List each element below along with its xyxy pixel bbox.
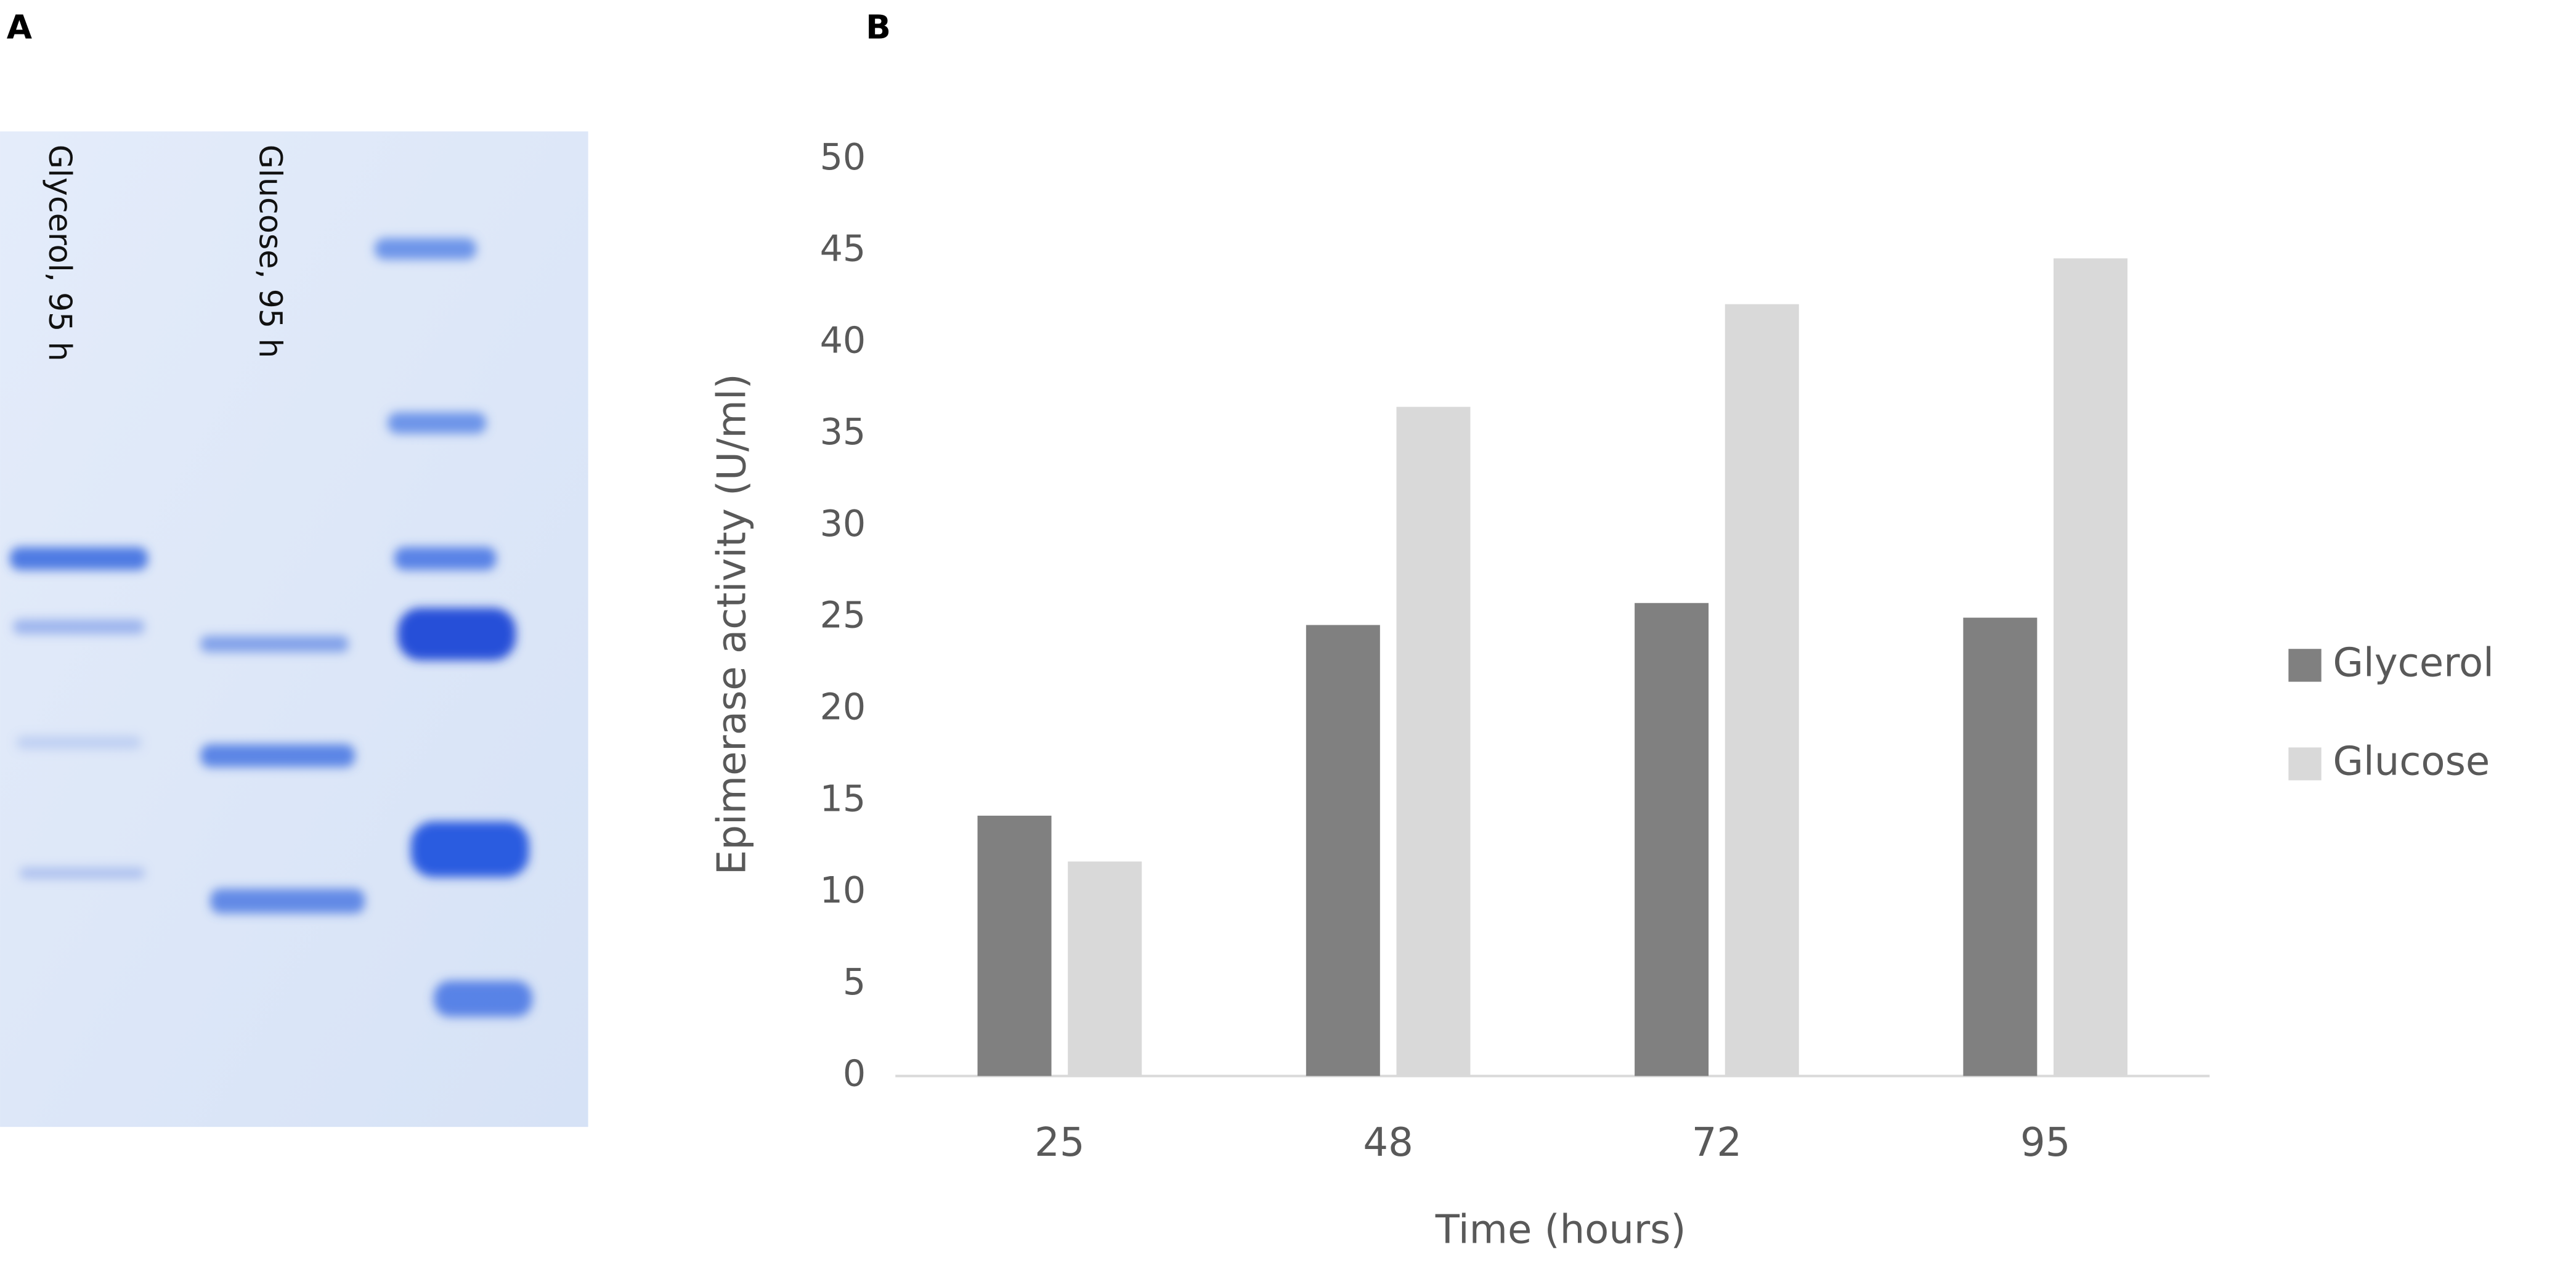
legend-label: Glucose [2333,739,2490,784]
y-tick-label: 15 [820,778,866,819]
y-tick-label: 5 [843,961,866,1003]
x-tick-label: 25 [1034,1120,1084,1166]
x-axis-title: Time (hours) [1435,1207,1686,1253]
bar [1306,625,1380,1076]
y-tick-label: 25 [820,595,866,636]
legend-swatch [2288,649,2322,682]
y-tick-label: 50 [820,136,866,178]
panel-label: B [866,9,891,47]
x-tick-label: 48 [1363,1120,1413,1166]
y-tick-label: 30 [820,503,866,545]
lane-label: Glycerol, 95 h [42,145,78,362]
bar [1725,304,1799,1076]
bar [1396,407,1471,1076]
bar [1963,617,2038,1076]
y-tick-label: 0 [843,1053,866,1095]
gel-image: Glycerol, 95 h Glucose, 95 h [0,131,588,1127]
y-axis-title: Epimerase activity (U/ml) [709,373,755,875]
bar [1068,861,1142,1076]
bar [977,815,1052,1076]
x-tick-label: 95 [2020,1120,2070,1166]
bar-chart: Time (hours) Epimerase activity (U/ml) 0… [709,136,2493,1253]
y-tick-label: 20 [820,686,866,728]
x-tick-label: 72 [1692,1120,1742,1166]
lane-label: Glucose, 95 h [252,145,288,359]
legend-swatch [2288,747,2322,781]
y-tick-label: 45 [820,228,866,270]
y-tick-label: 10 [820,869,866,911]
bar [2054,258,2128,1076]
panel-label: A [7,9,32,47]
bar [1635,603,1709,1076]
legend-label: Glycerol [2333,640,2494,686]
y-tick-label: 35 [820,411,866,453]
y-tick-label: 40 [820,319,866,361]
